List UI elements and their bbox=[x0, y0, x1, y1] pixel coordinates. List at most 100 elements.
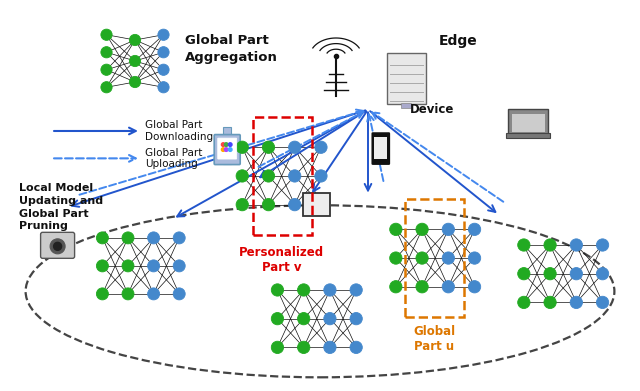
Circle shape bbox=[518, 239, 530, 251]
Circle shape bbox=[225, 143, 228, 146]
FancyBboxPatch shape bbox=[223, 156, 231, 163]
Circle shape bbox=[324, 284, 336, 296]
Circle shape bbox=[468, 223, 481, 235]
Circle shape bbox=[129, 34, 141, 46]
Circle shape bbox=[442, 223, 454, 235]
Circle shape bbox=[544, 296, 556, 308]
Circle shape bbox=[173, 260, 185, 272]
FancyBboxPatch shape bbox=[40, 232, 75, 258]
Circle shape bbox=[350, 312, 362, 325]
FancyBboxPatch shape bbox=[303, 193, 330, 216]
Circle shape bbox=[289, 141, 301, 153]
Circle shape bbox=[97, 232, 108, 244]
Circle shape bbox=[148, 260, 159, 272]
Circle shape bbox=[271, 284, 284, 296]
Circle shape bbox=[271, 312, 284, 325]
FancyBboxPatch shape bbox=[214, 135, 240, 165]
Circle shape bbox=[101, 82, 112, 93]
Circle shape bbox=[262, 199, 275, 211]
FancyBboxPatch shape bbox=[372, 133, 389, 164]
Circle shape bbox=[442, 252, 454, 264]
Circle shape bbox=[158, 47, 169, 58]
FancyBboxPatch shape bbox=[401, 103, 412, 108]
Circle shape bbox=[221, 148, 225, 151]
Circle shape bbox=[221, 143, 225, 146]
Circle shape bbox=[298, 312, 310, 325]
Circle shape bbox=[390, 252, 402, 264]
Circle shape bbox=[122, 288, 134, 300]
Circle shape bbox=[236, 141, 248, 153]
Circle shape bbox=[390, 281, 402, 293]
Text: Global Part
Aggregation: Global Part Aggregation bbox=[185, 34, 278, 64]
FancyBboxPatch shape bbox=[374, 136, 387, 159]
Circle shape bbox=[129, 76, 141, 88]
Text: Global
Part u: Global Part u bbox=[413, 325, 456, 353]
Text: Device: Device bbox=[410, 103, 454, 116]
Circle shape bbox=[596, 239, 609, 251]
Circle shape bbox=[129, 56, 141, 66]
Circle shape bbox=[468, 281, 481, 293]
Circle shape bbox=[122, 232, 134, 244]
Circle shape bbox=[262, 170, 275, 182]
Circle shape bbox=[468, 252, 481, 264]
Circle shape bbox=[225, 148, 228, 151]
Circle shape bbox=[315, 199, 327, 211]
Circle shape bbox=[518, 296, 530, 308]
Circle shape bbox=[101, 47, 112, 58]
Circle shape bbox=[350, 284, 362, 296]
Circle shape bbox=[350, 341, 362, 353]
Circle shape bbox=[298, 284, 310, 296]
FancyBboxPatch shape bbox=[508, 109, 548, 135]
Circle shape bbox=[173, 232, 185, 244]
Text: Edge: Edge bbox=[438, 34, 477, 48]
Circle shape bbox=[97, 260, 108, 272]
Circle shape bbox=[228, 148, 232, 151]
Circle shape bbox=[289, 199, 301, 211]
Circle shape bbox=[158, 29, 169, 40]
Circle shape bbox=[97, 288, 108, 300]
Circle shape bbox=[416, 252, 428, 264]
Circle shape bbox=[324, 312, 336, 325]
Circle shape bbox=[54, 242, 61, 250]
Text: Local Model
Updating and
Global Part
Pruning: Local Model Updating and Global Part Pru… bbox=[19, 183, 103, 231]
Circle shape bbox=[315, 141, 327, 153]
Circle shape bbox=[148, 232, 159, 244]
Circle shape bbox=[518, 267, 530, 280]
Circle shape bbox=[544, 267, 556, 280]
Circle shape bbox=[544, 239, 556, 251]
Circle shape bbox=[570, 239, 582, 251]
Circle shape bbox=[101, 29, 112, 40]
Circle shape bbox=[298, 341, 310, 353]
Circle shape bbox=[324, 341, 336, 353]
Circle shape bbox=[236, 170, 248, 182]
Circle shape bbox=[390, 223, 402, 235]
FancyBboxPatch shape bbox=[218, 138, 237, 159]
FancyBboxPatch shape bbox=[223, 127, 231, 135]
FancyBboxPatch shape bbox=[387, 53, 426, 104]
Circle shape bbox=[416, 223, 428, 235]
Text: Global Part
Downloading: Global Part Downloading bbox=[145, 120, 213, 142]
Circle shape bbox=[570, 296, 582, 308]
Circle shape bbox=[158, 64, 169, 75]
Circle shape bbox=[570, 267, 582, 280]
Circle shape bbox=[50, 239, 65, 254]
Circle shape bbox=[596, 296, 609, 308]
Circle shape bbox=[173, 288, 185, 300]
FancyBboxPatch shape bbox=[511, 114, 545, 132]
Circle shape bbox=[122, 260, 134, 272]
Circle shape bbox=[416, 281, 428, 293]
Circle shape bbox=[158, 82, 169, 93]
Circle shape bbox=[315, 170, 327, 182]
Circle shape bbox=[271, 341, 284, 353]
Text: Personalized
Part v: Personalized Part v bbox=[239, 246, 324, 274]
Circle shape bbox=[596, 267, 609, 280]
Circle shape bbox=[289, 170, 301, 182]
Circle shape bbox=[236, 199, 248, 211]
Circle shape bbox=[442, 281, 454, 293]
Circle shape bbox=[148, 288, 159, 300]
Text: Global Part
Uploading: Global Part Uploading bbox=[145, 147, 202, 169]
FancyBboxPatch shape bbox=[506, 133, 550, 138]
Circle shape bbox=[262, 141, 275, 153]
Circle shape bbox=[228, 143, 232, 146]
Circle shape bbox=[101, 64, 112, 75]
